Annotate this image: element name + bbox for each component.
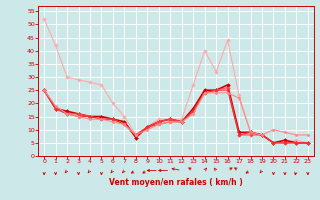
X-axis label: Vent moyen/en rafales ( km/h ): Vent moyen/en rafales ( km/h ) bbox=[109, 178, 243, 187]
